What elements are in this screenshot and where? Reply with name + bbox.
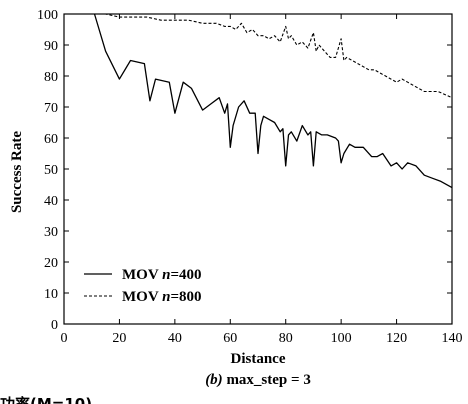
y-tick-label: 50: [44, 163, 58, 178]
series-line-n800: [94, 13, 453, 99]
legend-label-n800-suffix: =800: [170, 289, 201, 305]
legend-label-n800-var: n: [162, 289, 170, 305]
y-tick-label: 80: [44, 70, 58, 85]
y-tick-label: 30: [44, 225, 58, 240]
tick-layer: 0 20 40 60 80 100 120 140 0 10 20 30 40 50 60 70 80 90 100: [37, 8, 463, 346]
y-tick-label: 70: [44, 101, 58, 116]
legend: MOV n=400 MOV n=800: [84, 267, 202, 305]
legend-label-n400: MOV n=400: [122, 267, 202, 283]
x-tick-label: 20: [112, 331, 126, 346]
x-tick-label: 100: [331, 331, 352, 346]
legend-label-n400-prefix: MOV: [122, 267, 162, 283]
series-layer: [93, 13, 453, 189]
y-tick-label: 100: [37, 8, 58, 23]
legend-label-n400-var: n: [162, 267, 170, 283]
caption-text: max_step = 3: [223, 372, 311, 388]
legend-label-n800: MOV n=800: [122, 289, 202, 305]
x-axis-label: Distance: [231, 351, 286, 367]
bottom-cropped-text: 功率(M=10): [0, 395, 92, 404]
y-tick-label: 20: [44, 256, 58, 271]
x-tick-label: 140: [442, 331, 463, 346]
y-axis-label: Success Rate: [9, 131, 25, 213]
legend-label-n400-suffix: =400: [170, 267, 201, 283]
y-tick-label: 40: [44, 194, 58, 209]
chart-caption: (b) max_step = 3: [205, 372, 311, 388]
x-tick-label: 0: [61, 331, 68, 346]
x-tick-label: 40: [168, 331, 182, 346]
y-tick-label: 90: [44, 39, 58, 54]
y-tick-label: 60: [44, 132, 58, 147]
legend-label-n800-prefix: MOV: [122, 289, 162, 305]
x-tick-label: 80: [279, 331, 293, 346]
x-tick-label: 60: [223, 331, 237, 346]
caption-prefix: (b): [205, 372, 223, 388]
series-line-n400: [93, 13, 453, 189]
y-tick-label: 0: [51, 318, 58, 333]
x-tick-label: 120: [386, 331, 407, 346]
y-tick-label: 10: [44, 287, 58, 302]
